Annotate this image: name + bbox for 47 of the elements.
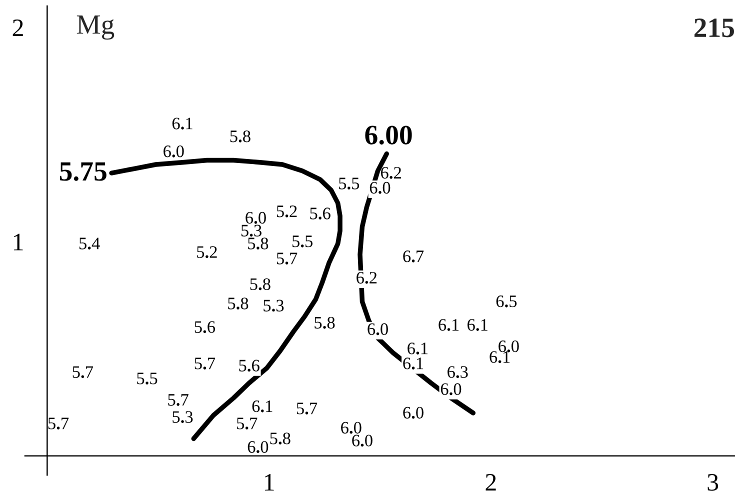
annotation: 6.0 [440, 383, 462, 396]
annotation: 5.8 [248, 238, 268, 250]
annotation: 6.0 [498, 340, 519, 352]
annotation: 6.0 [368, 323, 388, 336]
annotation: 5.4 [79, 238, 100, 250]
annotation: 6.1 [403, 358, 424, 370]
annotation: 5.8 [250, 278, 270, 290]
annotation: 6.7 [403, 250, 424, 262]
annotation: 6.3 [448, 366, 468, 378]
annotation: 5.7 [237, 418, 258, 430]
annotation: 5.6 [194, 321, 216, 333]
x-tick-label: 3 [708, 474, 718, 491]
annotation: 5.2 [197, 246, 217, 258]
annotation: 5.7 [276, 252, 298, 264]
x-tick-label: 2 [486, 474, 496, 491]
annotation: 5.2 [276, 206, 297, 218]
annotation: 5.3 [241, 224, 262, 237]
annotation: 6.0 [246, 212, 266, 224]
series-label: 5.75 [60, 162, 106, 181]
annotation: 6.0 [164, 145, 184, 158]
annotation: 5.3 [264, 300, 284, 312]
annotation: 5.5 [137, 372, 158, 384]
annotation: 5.8 [270, 432, 290, 444]
annotation: 5.8 [228, 298, 248, 310]
annotation: 5.8 [314, 316, 335, 329]
chart-title: 215 [694, 18, 734, 38]
annotation: 6.0 [352, 434, 372, 446]
annotation: 6.1 [490, 351, 510, 363]
annotation: 5.5 [339, 178, 360, 190]
annotation: 6.1 [438, 319, 459, 331]
annotation: 6.0 [248, 441, 268, 453]
annotation: 6.0 [341, 422, 362, 434]
annotation: 6.1 [408, 342, 428, 354]
y-axis-title: Mg [76, 15, 114, 40]
annotation: 6.0 [370, 182, 390, 194]
annotation: 5.6 [310, 208, 330, 220]
annotation: 5.6 [239, 360, 260, 372]
annotation: 5.5 [292, 236, 313, 248]
annotation: 6.2 [380, 166, 401, 179]
x-tick-label: 1 [265, 474, 274, 491]
series-label: 6.00 [365, 126, 412, 145]
annotation: 5.8 [230, 130, 250, 142]
annotation: 6.0 [403, 406, 424, 419]
annotation: 6.5 [496, 296, 517, 308]
annotation: 5.7 [194, 358, 216, 370]
annotation: 6.2 [356, 272, 377, 284]
annotation: 6.1 [468, 319, 488, 331]
